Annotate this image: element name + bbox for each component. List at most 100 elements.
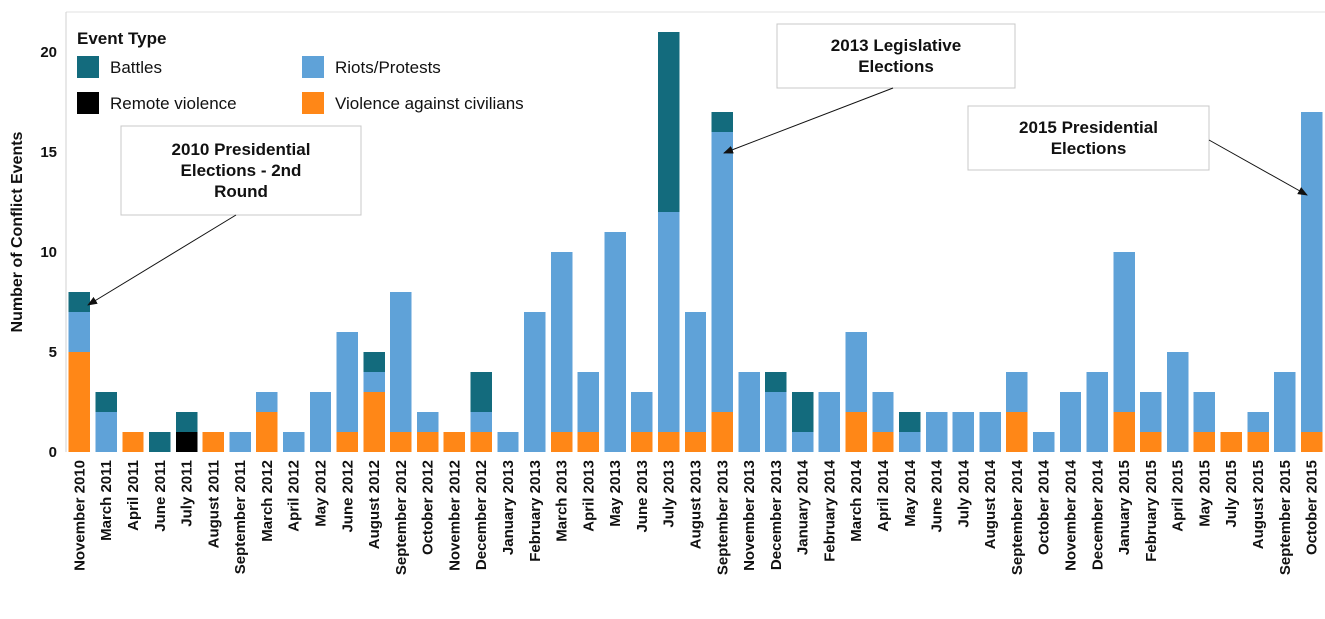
bar-segment-riots-protests <box>577 372 600 432</box>
bar-segment-riots-protests <box>925 412 948 452</box>
legend-label: Remote violence <box>110 94 237 113</box>
x-tick-label: August 2012 <box>366 460 383 549</box>
x-tick-label: September 2014 <box>1009 459 1026 575</box>
annotation-arrow <box>1208 139 1308 196</box>
x-tick-label: August 2013 <box>688 460 705 549</box>
bar-segment-riots-protests <box>68 312 91 352</box>
bar-segment-violence-against-civilians <box>336 432 358 452</box>
bar-segment-violence-against-civilians <box>1220 432 1242 452</box>
bar-segment-riots-protests <box>979 412 1001 452</box>
bar-segment-riots-protests <box>282 432 305 452</box>
bar-segment-violence-against-civilians <box>577 432 600 452</box>
legend-swatch <box>77 92 99 114</box>
bars-group <box>68 32 1323 452</box>
bar-segment-riots-protests <box>336 332 358 432</box>
x-tick-label: January 2013 <box>500 460 517 555</box>
bar-segment-riots-protests <box>1274 372 1296 452</box>
legend-swatch <box>302 92 324 114</box>
bar-segment-riots-protests <box>550 252 573 432</box>
x-tick-label: March 2012 <box>259 460 276 542</box>
x-tick-label: July 2014 <box>955 459 972 527</box>
bar-segment-battles <box>363 352 385 372</box>
y-tick-label: 5 <box>49 344 57 361</box>
bar-segment-riots-protests <box>604 232 626 452</box>
x-tick-label: October 2012 <box>420 460 437 555</box>
bar-segment-violence-against-civilians <box>845 412 867 452</box>
y-tick-label: 0 <box>49 444 57 461</box>
x-tick-label: December 2014 <box>1089 459 1106 570</box>
bar-segment-riots-protests <box>711 132 733 412</box>
bar-segment-riots-protests <box>872 392 894 432</box>
legend-label: Riots/Protests <box>335 58 441 77</box>
x-tick-label: September 2013 <box>714 460 731 575</box>
x-tick-label: October 2015 <box>1304 460 1321 555</box>
x-tick-label: June 2012 <box>339 460 356 533</box>
bar-segment-battles <box>711 112 733 132</box>
bar-segment-riots-protests <box>1140 392 1162 432</box>
bar-segment-battles <box>175 412 198 432</box>
x-tick-label: September 2011 <box>232 460 249 574</box>
bar-segment-riots-protests <box>416 412 439 432</box>
bar-segment-violence-against-civilians <box>122 432 144 452</box>
bar-segment-violence-against-civilians <box>1113 412 1135 452</box>
bar-segment-riots-protests <box>309 392 332 452</box>
bar-segment-riots-protests <box>1113 252 1135 412</box>
x-tick-label: December 2012 <box>473 460 490 570</box>
bar-segment-battles <box>765 372 787 392</box>
x-ticks: November 2010 March 2011 April 2011 June 20… <box>71 459 1320 575</box>
bar-segment-violence-against-civilians <box>470 432 492 452</box>
y-axis-title: Number of Conflict Events <box>9 131 26 332</box>
annotation: 2013 Legislative Elections <box>723 23 1016 154</box>
bar-segment-riots-protests <box>95 412 117 452</box>
bar-segment-riots-protests <box>684 312 707 432</box>
bar-segment-violence-against-civilians <box>1247 432 1269 452</box>
annotation-box <box>776 23 1016 89</box>
bar-segment-violence-against-civilians <box>1193 432 1216 452</box>
bar-segment-riots-protests <box>1193 392 1216 432</box>
x-tick-label: November 2010 <box>71 460 88 571</box>
x-tick-label: June 2014 <box>929 459 946 532</box>
bar-segment-violence-against-civilians <box>658 432 680 452</box>
bar-segment-riots-protests <box>818 392 841 452</box>
bar-segment-riots-protests <box>1006 372 1028 412</box>
annotation: 2010 Presidential Elections - 2nd Round <box>87 125 362 306</box>
x-tick-label: November 2013 <box>741 460 758 571</box>
bar-segment-riots-protests <box>363 372 385 392</box>
annotation-text: 2010 Presidential <box>172 140 311 159</box>
bar-segment-riots-protests <box>899 432 921 452</box>
y-tick-label: 15 <box>40 144 57 161</box>
x-tick-label: May 2012 <box>313 460 330 527</box>
bar-segment-riots-protests <box>524 312 546 452</box>
bar-segment-battles <box>68 292 91 312</box>
annotation-text: 2015 Presidential <box>1019 118 1158 137</box>
x-tick-label: January 2015 <box>1116 460 1133 555</box>
annotation-text: 2013 Legislative <box>831 36 961 55</box>
bar-segment-violence-against-civilians <box>68 352 91 452</box>
bar-segment-riots-protests <box>765 392 787 452</box>
annotation-arrow <box>87 214 237 306</box>
x-tick-label: August 2014 <box>982 459 999 549</box>
bar-segment-violence-against-civilians <box>390 432 412 452</box>
bar-segment-violence-against-civilians <box>711 412 733 452</box>
bar-segment-violence-against-civilians <box>1006 412 1028 452</box>
x-tick-label: April 2011 <box>125 460 142 531</box>
x-tick-label: March 2013 <box>554 460 571 542</box>
bar-segment-riots-protests <box>791 432 814 452</box>
annotation-arrow <box>723 87 894 154</box>
bar-segment-violence-against-civilians <box>631 432 653 452</box>
x-tick-label: November 2014 <box>1063 459 1080 571</box>
bar-segment-riots-protests <box>470 412 492 432</box>
bar-segment-riots-protests <box>1247 412 1269 432</box>
bar-segment-riots-protests <box>390 292 412 432</box>
annotation-text: Round <box>214 182 268 201</box>
x-tick-label: February 2013 <box>527 460 544 562</box>
x-tick-label: April 2015 <box>1170 460 1187 532</box>
bar-segment-riots-protests <box>1059 392 1082 452</box>
bar-segment-riots-protests <box>845 332 867 412</box>
y-ticks: 0 5 10 15 20 <box>40 44 57 461</box>
x-tick-label: August 2015 <box>1250 460 1267 549</box>
bar-segment-battles <box>899 412 921 432</box>
bar-segment-battles <box>95 392 117 412</box>
x-tick-label: February 2015 <box>1143 460 1160 562</box>
